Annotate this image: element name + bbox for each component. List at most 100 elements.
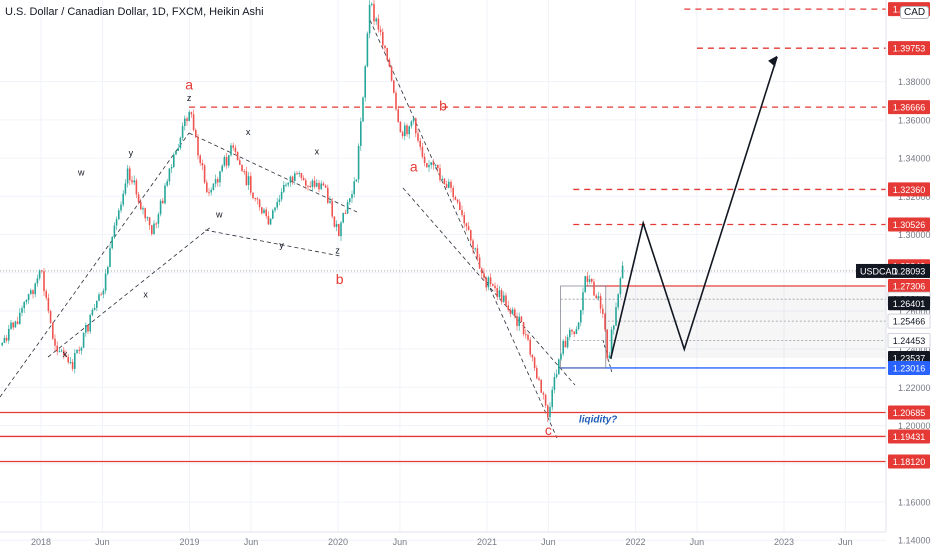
candle-body — [76, 349, 78, 354]
candle-body — [236, 151, 239, 161]
candle-body — [69, 362, 72, 364]
candle-body — [274, 207, 276, 211]
candle-body — [540, 379, 542, 393]
candles — [1, 0, 624, 423]
price-tag-bg — [888, 182, 930, 197]
candle-body — [331, 201, 333, 217]
candle-body — [30, 290, 32, 295]
candle-body — [272, 210, 274, 219]
candle-body — [254, 198, 256, 200]
price-tag-label: 1.39753 — [893, 44, 926, 54]
candle-body — [555, 374, 558, 378]
candle-body — [302, 178, 305, 181]
candle-body — [518, 316, 520, 326]
sub-wave-label: z — [187, 93, 192, 103]
candle-body — [406, 125, 408, 135]
currency-badge[interactable]: CAD — [900, 6, 930, 19]
grid — [0, 0, 886, 541]
x-tick-label: 2020 — [328, 537, 348, 547]
candle-body — [241, 164, 243, 172]
x-tick-label: Jun — [244, 537, 259, 547]
current-price-symbol: USDCAD — [860, 266, 899, 276]
candle-body — [520, 316, 523, 323]
trend-channels — [0, 19, 613, 439]
candle-body — [298, 172, 300, 174]
candle-body — [584, 276, 586, 293]
candle-body — [65, 355, 67, 358]
candle-body — [547, 405, 549, 418]
candle-body — [166, 181, 168, 186]
candle-body — [549, 406, 551, 418]
candle-body — [89, 315, 91, 332]
candle-body — [144, 208, 146, 219]
candle-body — [181, 126, 184, 138]
candle-body — [221, 165, 223, 172]
candle-body — [483, 273, 485, 278]
candle-body — [294, 173, 296, 181]
candle-body — [14, 321, 17, 328]
candle-body — [324, 185, 327, 188]
candle-body — [441, 178, 443, 181]
candle-body — [593, 281, 595, 296]
channel-line — [188, 132, 358, 213]
candle-body — [199, 155, 201, 164]
candle-body — [373, 3, 375, 22]
horizontal-levels — [0, 8, 886, 463]
candle-body — [296, 173, 298, 175]
candle-body — [250, 176, 252, 193]
y-tick-label: 1.36000 — [898, 115, 931, 125]
candle-body — [201, 163, 204, 166]
candle-body — [542, 392, 545, 395]
candle-body — [100, 294, 102, 296]
candle-body — [463, 215, 465, 224]
candle-body — [129, 168, 131, 181]
candle-body — [41, 270, 43, 272]
candle-body — [316, 182, 318, 187]
candle-body — [111, 236, 113, 249]
candle-body — [454, 196, 457, 200]
price-tag-bg — [888, 454, 930, 469]
y-tick-label: 1.16000 — [898, 498, 931, 508]
candle-body — [529, 339, 531, 355]
candle-body — [269, 218, 272, 225]
candle-body — [159, 200, 162, 215]
candle-body — [604, 313, 606, 330]
candle-body — [179, 137, 182, 149]
candle-body — [511, 309, 514, 314]
candle-body — [505, 295, 507, 306]
candle-body — [386, 48, 388, 60]
candle-body — [606, 329, 608, 359]
candle-body — [602, 308, 604, 314]
candle-body — [344, 212, 347, 214]
candle-body — [421, 146, 424, 157]
candle-body — [573, 331, 575, 335]
candle-body — [384, 45, 386, 49]
candle-body — [184, 118, 186, 127]
candle-body — [588, 279, 591, 282]
channel-line — [369, 19, 558, 439]
sub-wave-label: y — [279, 240, 284, 250]
time-axis[interactable]: 2018 Jun 2019 Jun 2020 Jun 2021 Jun 2022 Jun 2023 J… — [31, 537, 853, 547]
candle-body — [206, 182, 208, 193]
sub-wave-label: x — [63, 349, 68, 359]
candle-body — [415, 118, 417, 134]
x-tick-label: Jun — [95, 537, 110, 547]
price-tag-bg — [888, 296, 930, 311]
candle-body — [96, 300, 98, 308]
price-axis[interactable]: 1.380001.360001.340001.320001.300001.280… — [898, 77, 931, 546]
candle-body — [228, 155, 230, 166]
candle-body — [195, 130, 197, 138]
candle-body — [412, 118, 415, 122]
channel-line — [402, 187, 576, 386]
price-tag-label: 1.27306 — [893, 281, 926, 291]
candle-body — [465, 223, 468, 227]
candle-body — [410, 121, 413, 127]
candle-body — [34, 283, 36, 295]
candle-body — [245, 171, 248, 186]
candle-body — [137, 194, 140, 203]
candle-body — [393, 80, 395, 93]
candle-body — [452, 187, 454, 197]
price-tag-label: 1.25466 — [893, 317, 926, 327]
